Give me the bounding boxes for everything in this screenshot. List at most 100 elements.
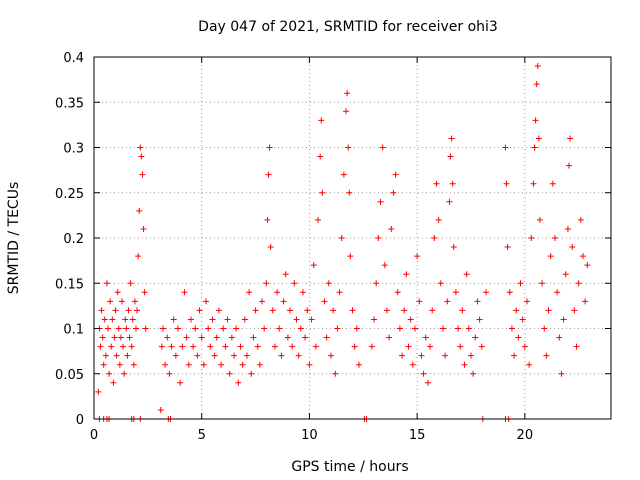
data-point bbox=[422, 334, 429, 341]
data-point bbox=[535, 135, 542, 142]
data-point bbox=[177, 379, 184, 386]
x-tick-label: 0 bbox=[90, 428, 98, 443]
data-point bbox=[444, 298, 451, 305]
data-point bbox=[433, 180, 440, 187]
y-tick-label: 0 bbox=[76, 413, 84, 428]
data-point bbox=[222, 343, 229, 350]
data-point bbox=[138, 153, 145, 160]
data-point bbox=[218, 361, 225, 368]
data-point bbox=[396, 325, 403, 332]
data-point bbox=[465, 325, 472, 332]
data-point bbox=[401, 307, 408, 314]
data-point bbox=[198, 334, 205, 341]
data-point bbox=[545, 307, 552, 314]
y-tick-label: 0.05 bbox=[55, 368, 84, 383]
data-point bbox=[405, 343, 412, 350]
data-point bbox=[119, 298, 126, 305]
data-point bbox=[252, 307, 259, 314]
data-point bbox=[168, 343, 175, 350]
data-point bbox=[325, 280, 332, 287]
data-point bbox=[190, 343, 197, 350]
chart-title: Day 047 of 2021, SRMTID for receiver ohi… bbox=[198, 19, 498, 35]
data-point bbox=[289, 343, 296, 350]
data-point bbox=[571, 307, 578, 314]
data-point bbox=[231, 352, 238, 359]
y-tick-label: 0.2 bbox=[63, 232, 84, 247]
data-point bbox=[353, 325, 360, 332]
data-point bbox=[517, 280, 524, 287]
data-point bbox=[388, 225, 395, 232]
data-point bbox=[327, 352, 334, 359]
data-point bbox=[194, 352, 201, 359]
y-tick-label: 0.35 bbox=[55, 96, 84, 111]
data-point bbox=[192, 325, 199, 332]
data-point bbox=[431, 235, 438, 241]
data-point bbox=[584, 262, 591, 269]
data-point bbox=[126, 334, 133, 341]
data-point bbox=[381, 262, 388, 269]
data-point bbox=[418, 352, 425, 359]
data-point bbox=[446, 198, 453, 205]
data-point bbox=[243, 352, 250, 359]
data-point bbox=[120, 343, 127, 350]
data-point bbox=[110, 379, 117, 386]
data-point bbox=[368, 343, 375, 350]
data-point bbox=[122, 316, 129, 323]
data-point bbox=[508, 325, 515, 332]
data-point bbox=[399, 352, 406, 359]
data-point bbox=[142, 325, 149, 332]
data-point bbox=[569, 244, 576, 251]
data-point bbox=[411, 325, 418, 332]
data-point bbox=[205, 325, 212, 332]
data-point bbox=[102, 352, 109, 359]
data-point bbox=[338, 235, 345, 241]
x-tick-label: 15 bbox=[409, 428, 426, 443]
data-point bbox=[265, 171, 272, 178]
data-point bbox=[134, 307, 141, 314]
data-point bbox=[502, 144, 509, 151]
data-point bbox=[266, 144, 273, 151]
data-point bbox=[533, 81, 540, 88]
data-point bbox=[523, 298, 530, 305]
data-point bbox=[207, 343, 214, 350]
data-point bbox=[185, 361, 192, 368]
data-point bbox=[383, 307, 390, 314]
data-point bbox=[547, 253, 554, 260]
data-point bbox=[133, 325, 140, 332]
data-point bbox=[442, 352, 449, 359]
data-point bbox=[158, 343, 165, 350]
data-point bbox=[261, 325, 268, 332]
data-point bbox=[108, 343, 115, 350]
data-point bbox=[390, 189, 397, 196]
data-point bbox=[105, 325, 112, 332]
data-point bbox=[233, 325, 240, 332]
data-point bbox=[99, 334, 106, 341]
data-point bbox=[560, 316, 567, 323]
data-point bbox=[175, 325, 182, 332]
data-point bbox=[269, 307, 276, 314]
data-point bbox=[111, 334, 118, 341]
data-point bbox=[478, 343, 485, 350]
data-point bbox=[310, 262, 317, 269]
data-point bbox=[346, 189, 353, 196]
data-point bbox=[575, 280, 582, 287]
data-point bbox=[274, 289, 281, 296]
data-point bbox=[239, 361, 246, 368]
data-point bbox=[137, 144, 144, 151]
data-point bbox=[123, 325, 130, 332]
data-point bbox=[293, 316, 300, 323]
data-point bbox=[371, 316, 378, 323]
data-points bbox=[95, 63, 591, 422]
data-point bbox=[437, 280, 444, 287]
data-point bbox=[203, 298, 210, 305]
data-point bbox=[131, 298, 138, 305]
data-point bbox=[98, 307, 105, 314]
data-point bbox=[164, 334, 171, 341]
data-point bbox=[136, 207, 143, 214]
data-point bbox=[220, 325, 227, 332]
data-point bbox=[183, 334, 190, 341]
data-point bbox=[543, 352, 550, 359]
data-point bbox=[114, 289, 121, 296]
data-point bbox=[128, 343, 135, 350]
data-point bbox=[532, 117, 539, 124]
